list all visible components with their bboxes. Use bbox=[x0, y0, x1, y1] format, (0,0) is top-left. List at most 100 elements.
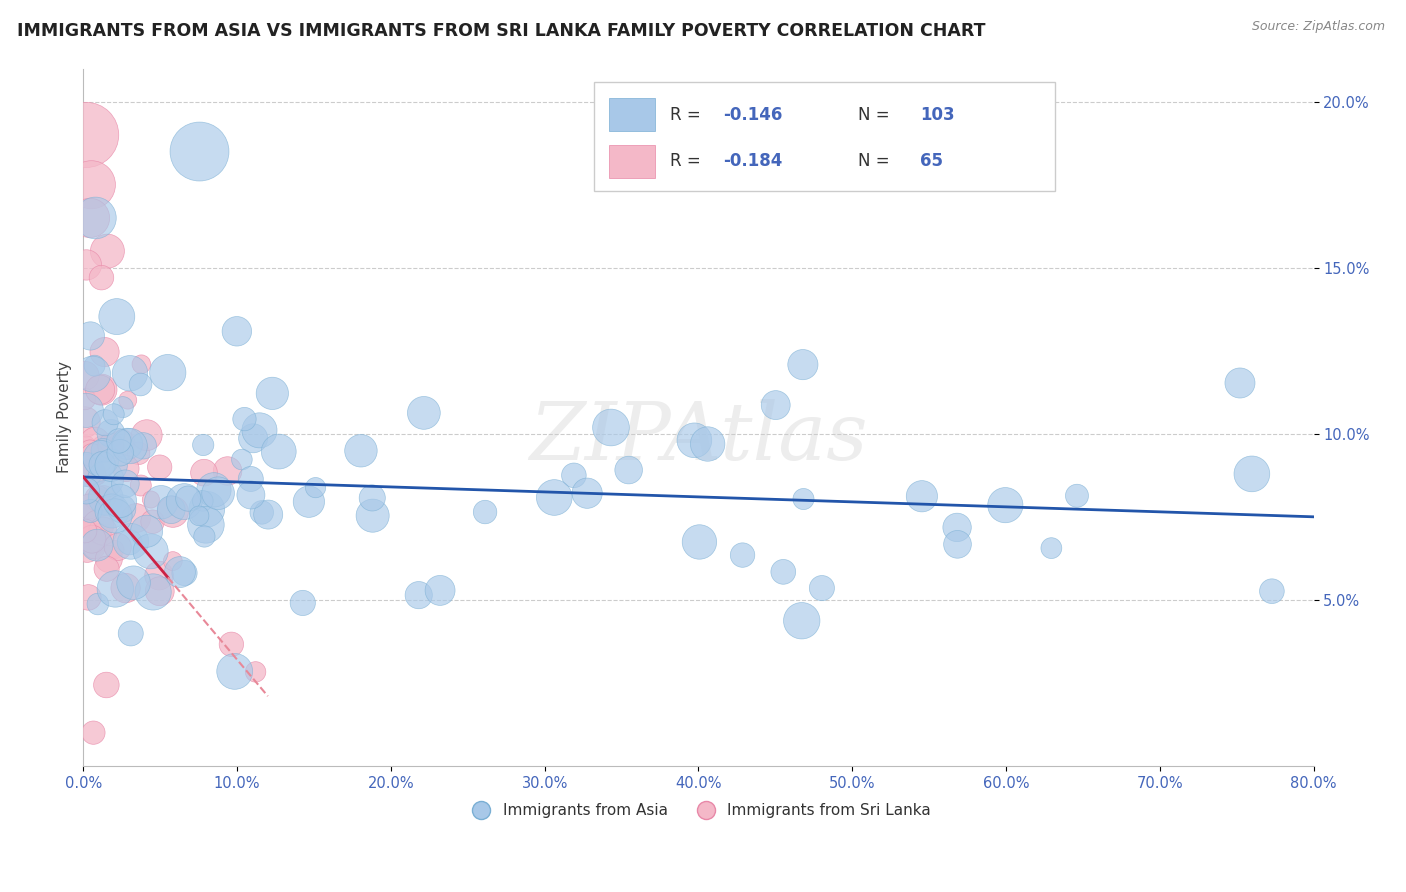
Point bbox=[84, 211, 107, 225]
Point bbox=[194, 517, 217, 532]
Point bbox=[193, 529, 215, 543]
Point bbox=[111, 435, 134, 450]
Point bbox=[73, 392, 96, 406]
Point bbox=[90, 500, 112, 514]
Point bbox=[239, 472, 262, 486]
Point bbox=[257, 508, 280, 522]
Point bbox=[87, 597, 110, 611]
Point bbox=[83, 541, 105, 555]
Point bbox=[207, 486, 229, 500]
Point bbox=[86, 538, 108, 552]
Point bbox=[148, 568, 170, 582]
Point bbox=[89, 383, 111, 397]
Point bbox=[911, 489, 934, 503]
Point bbox=[79, 500, 101, 514]
Point bbox=[83, 359, 105, 373]
Point bbox=[114, 476, 136, 491]
Point bbox=[249, 423, 271, 437]
Legend: Immigrants from Asia, Immigrants from Sri Lanka: Immigrants from Asia, Immigrants from Sr… bbox=[460, 797, 936, 824]
Point bbox=[82, 367, 104, 381]
Point bbox=[304, 481, 326, 495]
Bar bbox=[609, 145, 655, 178]
Point bbox=[231, 452, 253, 467]
Text: -0.184: -0.184 bbox=[723, 153, 782, 170]
Point bbox=[93, 491, 115, 505]
Point bbox=[474, 505, 496, 519]
Point bbox=[94, 491, 117, 505]
Point bbox=[79, 329, 101, 343]
Point bbox=[149, 460, 172, 475]
Point bbox=[131, 357, 153, 371]
Point bbox=[262, 386, 284, 401]
Point bbox=[97, 552, 120, 566]
Point bbox=[90, 455, 112, 469]
Point bbox=[617, 463, 640, 477]
Point bbox=[191, 494, 214, 508]
Point bbox=[149, 584, 172, 599]
Point bbox=[217, 464, 239, 478]
Point bbox=[115, 437, 138, 451]
Point bbox=[361, 508, 384, 523]
Point bbox=[125, 511, 148, 525]
Point bbox=[101, 504, 124, 518]
Point bbox=[111, 502, 134, 516]
Point bbox=[91, 524, 114, 538]
Point bbox=[96, 244, 118, 259]
Point bbox=[94, 472, 117, 486]
Point bbox=[156, 366, 179, 380]
Point bbox=[129, 478, 152, 492]
Point bbox=[792, 358, 814, 372]
Point bbox=[221, 637, 243, 651]
Point bbox=[128, 446, 150, 460]
Point bbox=[790, 614, 813, 628]
Point bbox=[162, 505, 184, 519]
Point bbox=[75, 258, 97, 272]
Point bbox=[91, 458, 114, 472]
Point bbox=[104, 542, 127, 557]
Point bbox=[86, 491, 108, 506]
Point bbox=[82, 725, 104, 739]
Point bbox=[696, 437, 718, 451]
Point bbox=[77, 591, 100, 605]
Point bbox=[1066, 489, 1088, 503]
Point bbox=[267, 444, 290, 458]
Point bbox=[75, 128, 97, 142]
Point bbox=[90, 270, 112, 285]
Point bbox=[162, 554, 184, 568]
Point bbox=[87, 518, 110, 533]
Text: ZIPAtlas: ZIPAtlas bbox=[529, 400, 868, 477]
Point bbox=[103, 407, 125, 421]
Point bbox=[108, 446, 131, 460]
Point bbox=[139, 544, 162, 558]
Point bbox=[87, 492, 110, 507]
Point bbox=[104, 508, 127, 523]
Point bbox=[91, 443, 114, 458]
Point bbox=[150, 495, 173, 509]
Point bbox=[80, 466, 103, 480]
Point bbox=[683, 434, 706, 448]
Point bbox=[233, 412, 256, 426]
Point bbox=[1040, 541, 1063, 555]
Point bbox=[135, 428, 157, 442]
Point bbox=[94, 416, 117, 430]
Point bbox=[225, 324, 247, 338]
Point bbox=[118, 535, 141, 549]
Point bbox=[84, 434, 107, 449]
Point bbox=[79, 445, 101, 459]
Point bbox=[80, 178, 103, 192]
Point bbox=[350, 443, 373, 458]
Point bbox=[76, 505, 98, 519]
Bar bbox=[609, 98, 655, 131]
Y-axis label: Family Poverty: Family Poverty bbox=[58, 361, 72, 473]
Point bbox=[75, 458, 97, 473]
Point bbox=[89, 527, 111, 541]
Text: IMMIGRANTS FROM ASIA VS IMMIGRANTS FROM SRI LANKA FAMILY POVERTY CORRELATION CHA: IMMIGRANTS FROM ASIA VS IMMIGRANTS FROM … bbox=[17, 22, 986, 40]
Point bbox=[242, 431, 264, 445]
Point bbox=[115, 461, 138, 475]
Point bbox=[96, 562, 118, 576]
Point bbox=[118, 366, 141, 380]
Point bbox=[79, 504, 101, 518]
Point bbox=[100, 458, 122, 473]
Point bbox=[811, 581, 834, 595]
Point bbox=[129, 377, 152, 392]
